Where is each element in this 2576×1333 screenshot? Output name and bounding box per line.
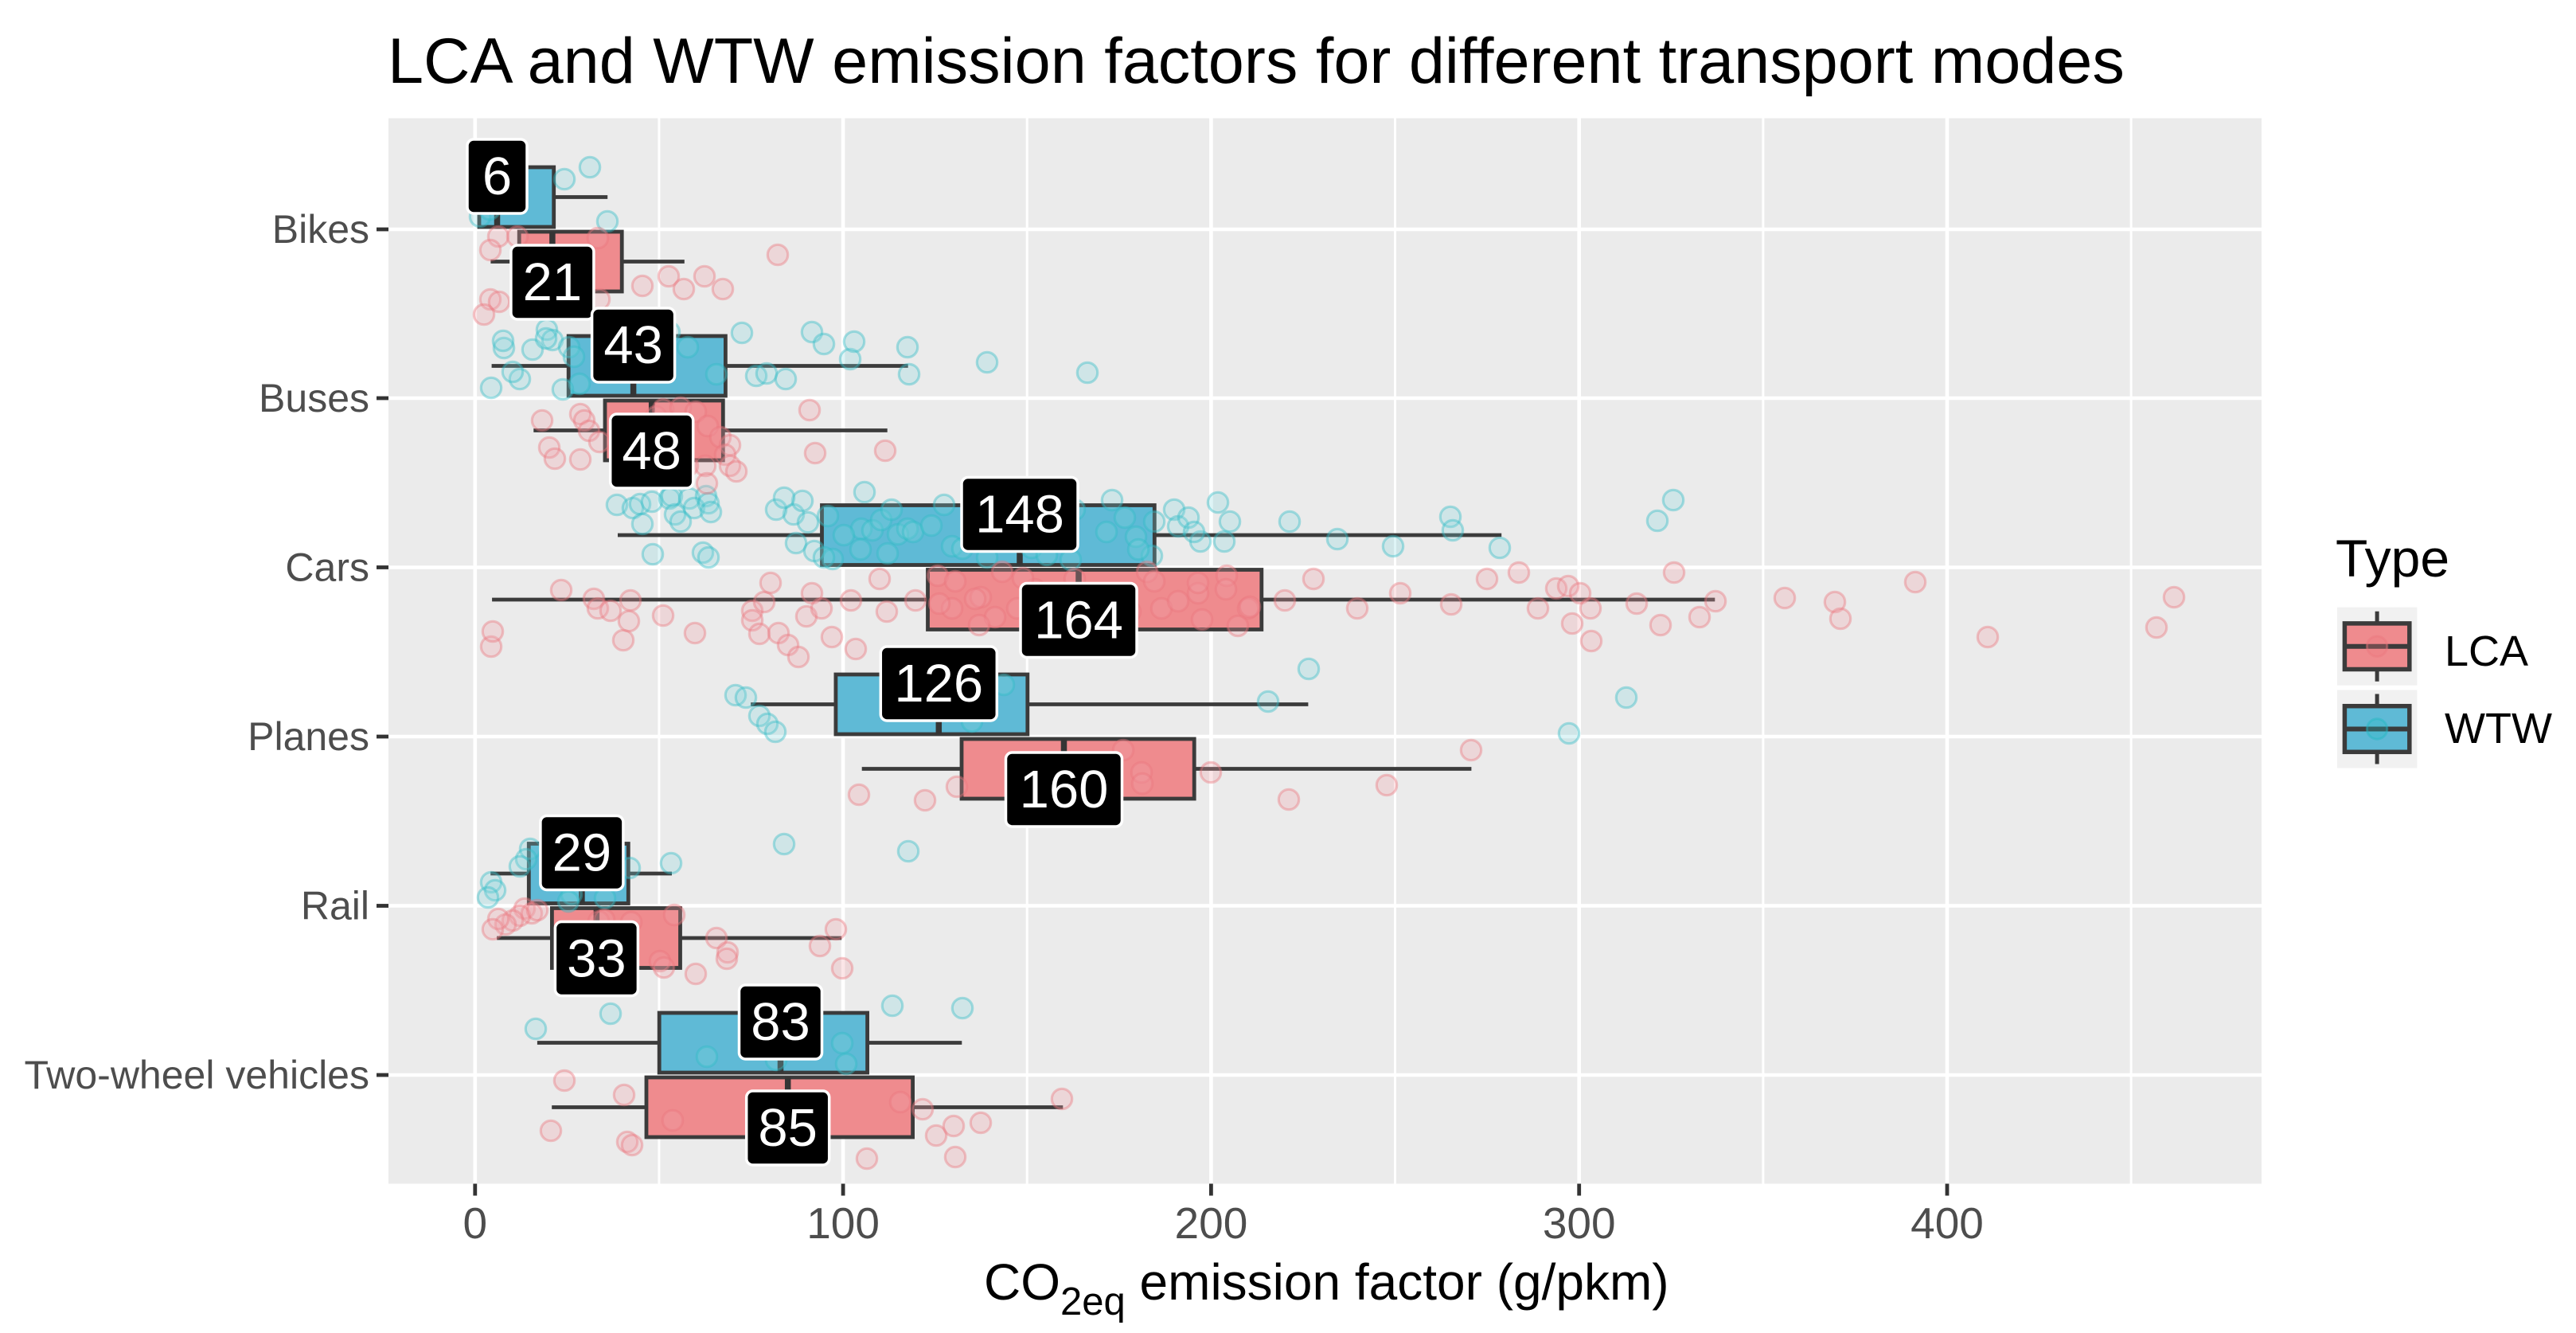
svg-text:164: 164	[1034, 590, 1123, 650]
svg-text:Two-wheel vehicles: Two-wheel vehicles	[24, 1053, 369, 1097]
svg-text:Cars: Cars	[285, 545, 369, 590]
svg-text:21: 21	[523, 252, 583, 312]
svg-text:160: 160	[1020, 760, 1109, 819]
svg-text:29: 29	[552, 823, 612, 882]
svg-text:400: 400	[1911, 1198, 1984, 1248]
svg-text:Bikes: Bikes	[272, 207, 369, 252]
svg-text:6: 6	[482, 147, 512, 206]
svg-text:83: 83	[751, 992, 810, 1052]
svg-text:Planes: Planes	[248, 714, 369, 759]
svg-text:100: 100	[806, 1198, 880, 1248]
svg-text:0: 0	[463, 1198, 488, 1248]
svg-text:LCA: LCA	[2445, 627, 2528, 675]
svg-text:Rail: Rail	[301, 884, 369, 928]
svg-text:126: 126	[894, 654, 983, 713]
svg-text:48: 48	[622, 421, 681, 481]
svg-text:Buses: Buses	[259, 376, 369, 420]
svg-text:85: 85	[758, 1098, 818, 1158]
svg-text:Type: Type	[2336, 529, 2449, 588]
svg-text:200: 200	[1175, 1198, 1248, 1248]
svg-text:33: 33	[567, 928, 626, 988]
svg-text:WTW: WTW	[2445, 705, 2552, 752]
svg-text:LCA and WTW emission factors f: LCA and WTW emission factors for differe…	[388, 25, 2125, 97]
svg-text:300: 300	[1543, 1198, 1616, 1248]
svg-text:148: 148	[975, 484, 1064, 544]
svg-text:43: 43	[603, 315, 663, 375]
